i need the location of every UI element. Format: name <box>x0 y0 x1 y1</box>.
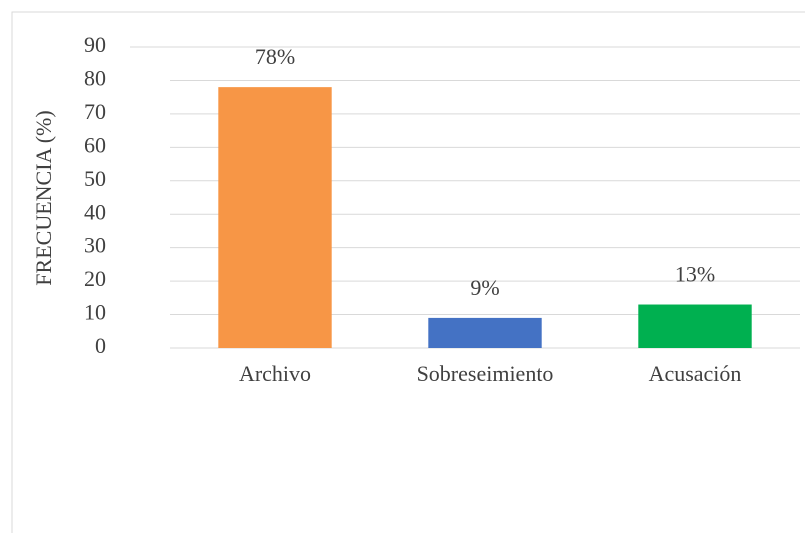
data-label: 78% <box>255 44 295 69</box>
y-tick-label: 40 <box>84 199 106 224</box>
bar <box>428 317 542 348</box>
y-tick-label: 80 <box>84 65 106 90</box>
y-tick-label: 0 <box>95 333 106 358</box>
chart-frame <box>11 11 805 533</box>
data-label: 13% <box>675 262 715 287</box>
bar <box>638 304 752 348</box>
data-label: 9% <box>470 275 499 300</box>
y-tick-label: 60 <box>84 132 106 157</box>
y-axis-label: FRECUENCIA (%) <box>31 110 56 285</box>
y-tick-label: 30 <box>84 233 106 258</box>
bar <box>218 87 332 348</box>
y-tick-label: 20 <box>84 266 106 291</box>
y-tick-label: 50 <box>84 166 106 191</box>
y-tick-label: 90 <box>84 32 106 57</box>
x-tick-label: Archivo <box>239 361 311 386</box>
y-tick-label: 10 <box>84 300 106 325</box>
x-tick-label: Sobreseimiento <box>417 361 554 386</box>
x-tick-label: Acusación <box>649 361 742 386</box>
y-tick-label: 70 <box>84 99 106 124</box>
